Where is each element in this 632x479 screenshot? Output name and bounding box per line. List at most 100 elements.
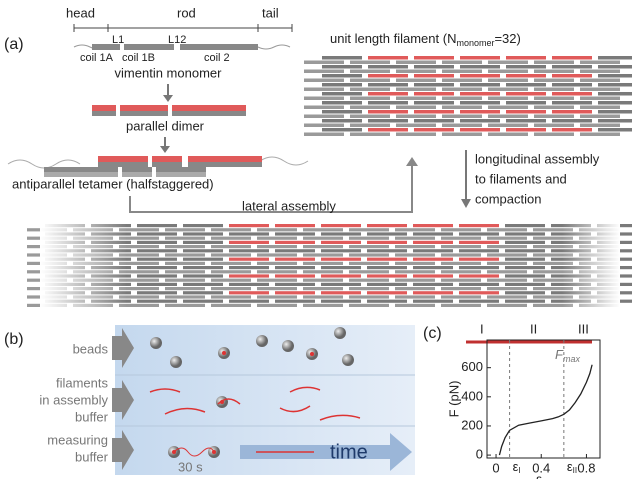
region: I — [480, 321, 484, 336]
coil — [124, 44, 174, 50]
label: coil 1B — [122, 52, 155, 64]
segment — [506, 101, 546, 105]
y-tick-label: 400 — [461, 388, 483, 403]
segment — [460, 92, 500, 96]
segment — [506, 65, 546, 69]
segment — [322, 119, 362, 123]
y-tick-label: 600 — [461, 359, 483, 374]
segment — [552, 110, 592, 114]
segment — [534, 70, 574, 74]
segment — [396, 70, 436, 74]
row-label: in assembly — [39, 392, 108, 407]
force-label: Fmax — [555, 347, 580, 364]
segment — [350, 115, 390, 119]
segment — [460, 110, 500, 114]
segment — [552, 74, 592, 78]
segment — [350, 79, 390, 83]
bead-center — [310, 352, 314, 356]
panel-a: (a) head rod tail L1 L12 coil 1A coil 1B… — [4, 5, 632, 310]
segment — [552, 92, 592, 96]
segment — [350, 124, 390, 128]
segment — [552, 101, 592, 105]
segment — [322, 128, 362, 132]
y-tick-label: 0 — [476, 447, 483, 462]
segment — [506, 119, 546, 123]
fade — [40, 220, 620, 310]
segment — [488, 115, 528, 119]
segment — [350, 88, 390, 92]
arrow-head — [160, 146, 170, 153]
segment — [350, 133, 390, 137]
segment — [506, 56, 546, 60]
segment — [442, 106, 482, 110]
segment — [396, 133, 436, 137]
segment — [350, 70, 390, 74]
segment — [598, 65, 632, 69]
segment — [304, 97, 344, 101]
segment — [414, 83, 454, 87]
tetramer — [8, 156, 308, 177]
segment — [488, 61, 528, 65]
caption: vimentin monomer — [115, 65, 223, 80]
segment — [580, 124, 620, 128]
row-label: measuring — [47, 432, 108, 447]
segment — [580, 97, 620, 101]
segment — [488, 97, 528, 101]
segment — [304, 79, 344, 83]
caption: antiparallel tetamer (halfstaggered) — [12, 176, 214, 191]
segment — [598, 74, 632, 78]
segment — [534, 106, 574, 110]
segment — [368, 110, 408, 114]
segment — [304, 115, 344, 119]
segment — [580, 115, 620, 119]
segment — [506, 128, 546, 132]
segment — [368, 119, 408, 123]
segment — [488, 124, 528, 128]
segment — [396, 106, 436, 110]
segment — [488, 133, 528, 137]
segment — [368, 128, 408, 132]
segment — [506, 110, 546, 114]
row-label: beads — [73, 341, 109, 356]
segment — [442, 79, 482, 83]
threshold-label: εI — [513, 459, 521, 475]
segment — [414, 56, 454, 60]
segment — [442, 133, 482, 137]
segment — [304, 88, 344, 92]
segment — [534, 88, 574, 92]
segment — [506, 92, 546, 96]
segment — [414, 74, 454, 78]
label: coil 2 — [204, 52, 230, 64]
dimer — [92, 105, 246, 116]
segment — [552, 83, 592, 87]
x-tick-label: 0 — [492, 460, 499, 475]
caption: parallel dimer — [126, 118, 205, 133]
segment — [442, 70, 482, 74]
segment — [552, 128, 592, 132]
caption: compaction — [475, 191, 541, 206]
segment — [598, 83, 632, 87]
segment — [322, 56, 362, 60]
segment — [460, 101, 500, 105]
y-axis-label: F (pN) — [446, 381, 461, 418]
segment — [460, 128, 500, 132]
segment — [488, 70, 528, 74]
segment — [534, 79, 574, 83]
segment — [304, 124, 344, 128]
segment — [350, 106, 390, 110]
segment — [460, 119, 500, 123]
segment — [304, 70, 344, 74]
label: head — [66, 5, 95, 20]
bead — [170, 356, 182, 368]
subscript: monomer — [456, 38, 494, 48]
segment — [414, 128, 454, 132]
segment — [580, 88, 620, 92]
segment — [442, 97, 482, 101]
segment — [414, 92, 454, 96]
segment — [414, 65, 454, 69]
segment — [534, 124, 574, 128]
segment — [304, 133, 344, 137]
bead — [334, 327, 346, 339]
segment — [460, 56, 500, 60]
caption: longitudinal assembly — [475, 151, 600, 166]
